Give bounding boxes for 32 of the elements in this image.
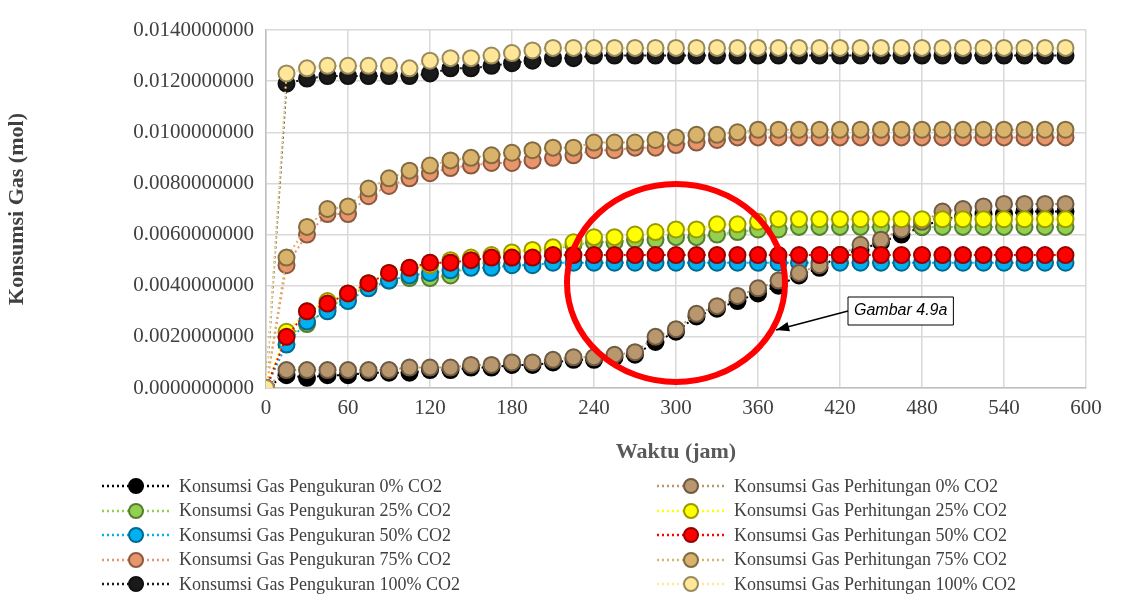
- x-axis-title: Waktu (jam): [615, 438, 737, 464]
- x-tick-label: 300: [660, 395, 692, 420]
- x-tick-label: 120: [414, 395, 446, 420]
- legend-label: Konsumsi Gas Pengukuran 0% CO2: [179, 475, 442, 497]
- x-tick-label: 240: [578, 395, 610, 420]
- x-tick-label: 600: [1070, 395, 1102, 420]
- x-tick-label: 180: [496, 395, 528, 420]
- y-tick-label: 0.0040000000: [133, 272, 254, 297]
- y-tick-label: 0.0120000000: [133, 67, 254, 92]
- legend-label: Konsumsi Gas Perhitungan 0% CO2: [734, 475, 998, 497]
- x-tick-label: 60: [337, 395, 359, 420]
- y-tick-label: 0.0100000000: [133, 118, 254, 143]
- y-axis-title: Konsumsi Gas (mol): [2, 113, 28, 305]
- legend-label: Konsumsi Gas Pengukuran 50% CO2: [179, 524, 451, 546]
- legend-label: Konsumsi Gas Perhitungan 75% CO2: [734, 549, 1007, 571]
- legend-label: Konsumsi Gas Perhitungan 50% CO2: [734, 524, 1007, 546]
- legend-label: Konsumsi Gas Pengukuran 75% CO2: [179, 549, 451, 571]
- legend-label: Konsumsi Gas Pengukuran 25% CO2: [179, 500, 451, 522]
- legend-label: Konsumsi Gas Perhitungan 25% CO2: [734, 500, 1007, 522]
- y-tick-label: 0.0020000000: [133, 323, 254, 348]
- legend-label: Konsumsi Gas Perhitungan 100% CO2: [734, 573, 1016, 595]
- y-tick-label: 0.0000000000: [133, 374, 254, 399]
- x-tick-label: 420: [824, 395, 856, 420]
- x-tick-label: 360: [742, 395, 774, 420]
- annotation: Gambar 4.9a: [854, 301, 948, 319]
- y-tick-label: 0.0080000000: [133, 169, 254, 194]
- legend-label: Konsumsi Gas Pengukuran 100% CO2: [179, 573, 460, 595]
- x-tick-label: 0: [260, 395, 272, 420]
- y-tick-label: 0.0140000000: [133, 16, 254, 41]
- y-tick-label: 0.0060000000: [133, 221, 254, 246]
- x-tick-label: 480: [906, 395, 938, 420]
- x-tick-label: 540: [988, 395, 1020, 420]
